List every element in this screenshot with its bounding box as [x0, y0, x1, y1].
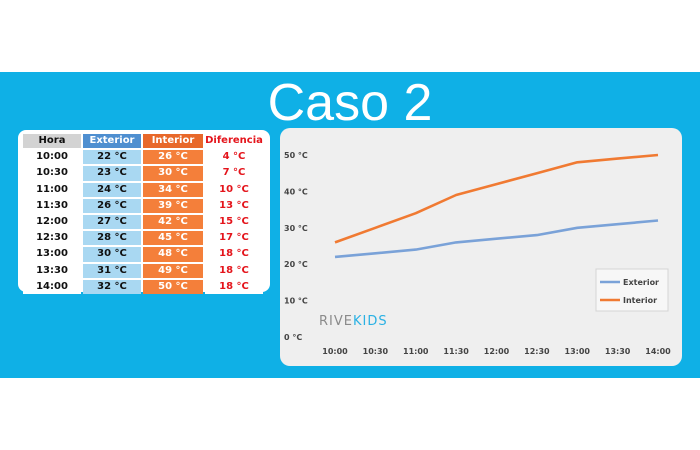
cell-diferencia: 4 °C	[205, 150, 263, 165]
x-tick-label: 13:30	[605, 347, 631, 356]
x-tick-label: 10:30	[363, 347, 389, 356]
temperature-table: Hora Exterior Interior Diferencia 10:00 2…	[21, 132, 265, 296]
cell-hora: 11:30	[23, 198, 81, 213]
header-exterior: Exterior	[83, 134, 141, 149]
line-chart: 0 °C 10 °C 20 °C 30 °C 40 °C 50 °C 10:00 10:30 1…	[284, 151, 671, 356]
cell-exterior: 24 °C	[83, 182, 141, 197]
header-diferencia: Diferencia	[205, 134, 263, 149]
legend-label-exterior: Exterior	[623, 278, 659, 287]
header-hora: Hora	[23, 134, 81, 149]
cell-diferencia: 18 °C	[205, 263, 263, 278]
cell-interior: 49 °C	[143, 263, 203, 278]
cell-interior: 45 °C	[143, 231, 203, 246]
data-table-card: Hora Exterior Interior Diferencia 10:00 2…	[18, 130, 270, 294]
cell-diferencia: 17 °C	[205, 231, 263, 246]
table-row: 13:00 30 °C 48 °C 18 °C	[23, 247, 263, 262]
cell-hora: 14:00	[23, 279, 81, 294]
cell-exterior: 32 °C	[83, 279, 141, 294]
cell-interior: 26 °C	[143, 150, 203, 165]
chart-legend: Exterior Interior	[595, 268, 669, 312]
x-tick-label: 14:00	[645, 347, 671, 356]
x-tick-label: 13:00	[565, 347, 591, 356]
cell-exterior: 23 °C	[83, 166, 141, 181]
y-tick-label: 50 °C	[284, 151, 308, 160]
table-header-row: Hora Exterior Interior Diferencia	[23, 134, 263, 149]
cell-interior: 42 °C	[143, 214, 203, 230]
cell-exterior: 31 °C	[83, 263, 141, 278]
cell-exterior: 26 °C	[83, 198, 141, 213]
x-tick-label: 10:00	[322, 347, 348, 356]
cell-diferencia: 10 °C	[205, 182, 263, 197]
cell-interior: 39 °C	[143, 198, 203, 213]
logo-rive: RIVE	[319, 314, 353, 329]
cell-hora: 12:30	[23, 231, 81, 246]
table-row: 11:00 24 °C 34 °C 10 °C	[23, 182, 263, 197]
series-line-interior	[334, 153, 659, 244]
cell-diferencia: 18 °C	[205, 247, 263, 262]
table-row: 11:30 26 °C 39 °C 13 °C	[23, 198, 263, 213]
y-tick-label: 30 °C	[284, 224, 308, 233]
legend-box	[595, 268, 669, 312]
cell-hora: 13:00	[23, 247, 81, 262]
x-tick-label: 11:00	[403, 347, 429, 356]
table-row: 10:30 23 °C 30 °C 7 °C	[23, 166, 263, 181]
x-tick-label: 11:30	[443, 347, 469, 356]
cell-hora: 11:00	[23, 182, 81, 197]
table-row: 13:30 31 °C 49 °C 18 °C	[23, 263, 263, 278]
cell-hora: 12:00	[23, 214, 81, 230]
cell-hora: 13:30	[23, 263, 81, 278]
cell-hora: 10:00	[23, 150, 81, 165]
cell-diferencia: 18 °C	[205, 279, 263, 294]
x-tick-label: 12:30	[524, 347, 550, 356]
cell-exterior: 28 °C	[83, 231, 141, 246]
cell-exterior: 27 °C	[83, 214, 141, 230]
cell-diferencia: 7 °C	[205, 166, 263, 181]
header-interior: Interior	[143, 134, 203, 149]
cell-interior: 48 °C	[143, 247, 203, 262]
legend-label-interior: Interior	[623, 296, 657, 305]
cell-interior: 34 °C	[143, 182, 203, 197]
y-tick-label: 10 °C	[284, 297, 308, 306]
cell-exterior: 22 °C	[83, 150, 141, 165]
series-line-exterior	[334, 219, 659, 259]
y-tick-label: 20 °C	[284, 260, 308, 269]
table-row: 12:30 28 °C 45 °C 17 °C	[23, 231, 263, 246]
cell-exterior: 30 °C	[83, 247, 141, 262]
y-tick-label: 40 °C	[284, 187, 308, 196]
cell-diferencia: 13 °C	[205, 198, 263, 213]
cell-diferencia: 15 °C	[205, 214, 263, 230]
page-title: Caso 2	[267, 74, 433, 132]
table-row: 14:00 32 °C 50 °C 18 °C	[23, 279, 263, 294]
cell-interior: 30 °C	[143, 166, 203, 181]
table-row: 12:00 27 °C 42 °C 15 °C	[23, 214, 263, 230]
table-body: 10:00 22 °C 26 °C 4 °C 10:30 23 °C 30 °C 7 °C 11…	[23, 150, 263, 294]
chart-card: 0 °C 10 °C 20 °C 30 °C 40 °C 50 °C 10:00 10:30 1…	[280, 128, 682, 366]
logo-kids: KIDS	[352, 314, 388, 329]
table-row: 10:00 22 °C 26 °C 4 °C	[23, 150, 263, 165]
rivekids-logo: RIVEKIDS	[319, 314, 388, 329]
cell-hora: 10:30	[23, 166, 81, 181]
x-tick-label: 12:00	[484, 347, 510, 356]
y-tick-label: 0 °C	[284, 333, 302, 342]
cell-interior: 50 °C	[143, 279, 203, 294]
